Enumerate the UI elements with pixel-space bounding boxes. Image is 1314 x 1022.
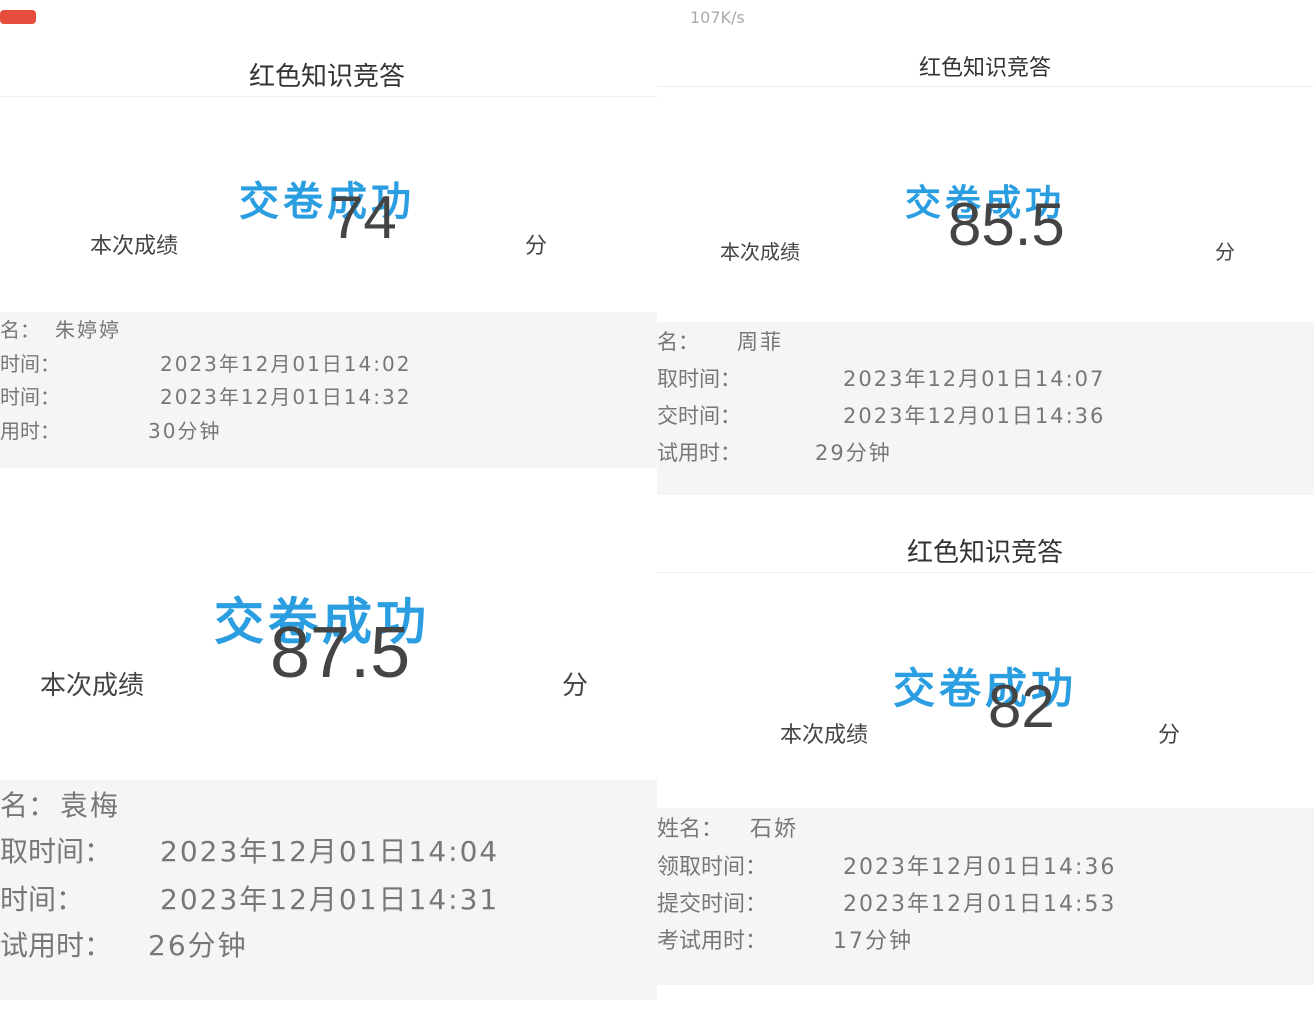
score: 74 [330, 184, 397, 251]
page-title: 红色知识竞答 [248, 62, 406, 92]
info-label: 领取时间： [657, 855, 768, 880]
score-unit: 分 [1158, 723, 1181, 748]
status-bar: 107K/s [0, 0, 1314, 34]
info-value: 2023年12月01日14:36 [843, 403, 1106, 428]
header [0, 34, 657, 97]
info-label: 取时间： [0, 835, 113, 868]
score-label: 本次成绩 [720, 240, 800, 264]
info-label: 时间： [0, 883, 85, 916]
page-title: 红色知识竞答 [918, 56, 1052, 81]
info-value: 周菲 [737, 329, 783, 354]
info-value: 2023年12月01日14:36 [843, 855, 1117, 880]
info-label: 名： [0, 318, 40, 342]
info-value: 袁梅 [60, 789, 121, 822]
info-label: 时间： [0, 352, 60, 376]
status-icon [0, 10, 36, 24]
score-label: 本次成绩 [780, 723, 869, 748]
score: 87.5 [270, 612, 411, 693]
info-value: 2023年12月01日14:04 [160, 835, 500, 868]
info-label: 名： [0, 789, 57, 822]
info-label: 用时： [0, 419, 60, 443]
info-label: 试用时： [0, 929, 113, 962]
info-label: 提交时间： [657, 892, 768, 917]
info-label: 姓名： [657, 817, 724, 842]
info-value: 2023年12月01日14:31 [160, 883, 500, 916]
result-panel: 交卷成功本次成绩 87.5 分名： 袁梅取时间： 2023年12月01日14:04 时间：… [0, 470, 657, 1022]
result-text: 交卷成功 [214, 593, 430, 651]
result-panel: 红色知识竞答交卷成功本次成绩 85.5 分名： 周菲取时间： 2023年12月01日14… [657, 34, 1314, 500]
info-value: 30分钟 [148, 419, 222, 443]
info-box [0, 312, 657, 468]
score: 85.5 [948, 191, 1065, 258]
info-value: 2023年12月01日14:02 [160, 352, 412, 376]
score-label: 本次成绩 [40, 671, 145, 701]
result-text: 交卷成功 [239, 179, 415, 225]
info-label: 时间： [0, 385, 60, 409]
info-label: 试用时： [657, 440, 741, 465]
info-value: 2023年12月01日14:07 [843, 366, 1106, 391]
score-label: 本次成绩 [90, 234, 179, 259]
result-text: 交卷成功 [892, 664, 1078, 713]
score-unit: 分 [1215, 240, 1235, 264]
info-label: 名： [657, 329, 699, 354]
info-label: 考试用时： [657, 929, 768, 954]
info-value: 石娇 [750, 817, 799, 842]
info-value: 26分钟 [148, 929, 248, 962]
score-unit: 分 [525, 234, 548, 259]
info-value: 17分钟 [833, 929, 913, 954]
info-value: 2023年12月01日14:53 [843, 892, 1117, 917]
result-panel: 红色知识竞答交卷成功本次成绩 74 分名： 朱婷婷时间： 2023年12月01日14:0… [0, 34, 657, 470]
info-box [657, 322, 1314, 495]
header [657, 34, 1314, 87]
result-panel: 红色知识竞答交卷成功 本次成绩 82 分姓名： 石娇领取时间： 2023年12月01日14… [657, 500, 1314, 1022]
info-box [657, 808, 1314, 985]
info-value: 朱婷婷 [55, 318, 121, 342]
info-value: 29分钟 [815, 440, 892, 465]
info-label: 取时间： [657, 366, 741, 391]
page-title: 红色知识竞答 [906, 538, 1064, 568]
network-speed: 107K/s [690, 8, 745, 27]
info-label: 交时间： [657, 403, 741, 428]
score-unit: 分 [562, 671, 589, 701]
info-value: 2023年12月01日14:32 [160, 385, 412, 409]
result-text: 交卷成功 [904, 183, 1066, 224]
score: 82 [988, 673, 1055, 740]
header [657, 500, 1314, 573]
info-box [0, 780, 657, 1000]
